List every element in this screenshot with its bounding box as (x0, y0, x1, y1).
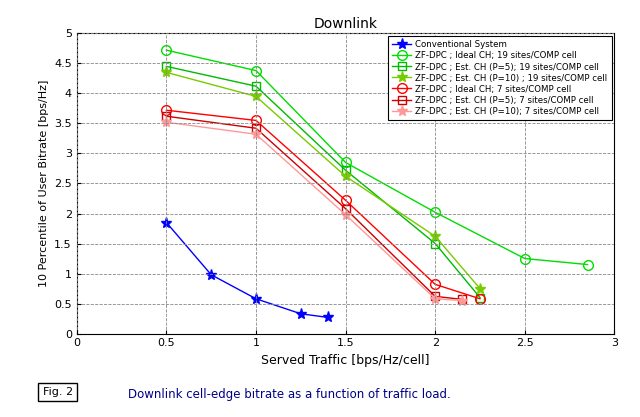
Line: ZF-DPC ; Est. CH (P=10); 7 sites/COMP cell: ZF-DPC ; Est. CH (P=10); 7 sites/COMP ce… (161, 117, 468, 306)
ZF-DPC ; Ideal CH; 19 sites/COMP cell (521, 256, 529, 261)
ZF-DPC ; Est. CH (P=10) ; 19 sites/COMP cell (163, 70, 170, 75)
Line: Conventional System: Conventional System (161, 217, 333, 323)
ZF-DPC ; Est. CH (P=10) ; 19 sites/COMP cell (476, 286, 484, 291)
ZF-DPC ; Ideal CH; 7 sites/COMP cell (252, 118, 260, 123)
ZF-DPC ; Ideal CH; 7 sites/COMP cell (342, 198, 349, 203)
ZF-DPC ; Est. CH (P=5); 19 sites/COMP cell (431, 241, 439, 246)
ZF-DPC ; Est. CH (P=5); 7 sites/COMP cell (458, 297, 466, 302)
ZF-DPC ; Est. CH (P=5); 7 sites/COMP cell (252, 126, 260, 131)
ZF-DPC ; Ideal CH; 19 sites/COMP cell (584, 262, 591, 267)
ZF-DPC ; Est. CH (P=10) ; 19 sites/COMP cell (431, 234, 439, 239)
Text: Fig. 2: Fig. 2 (42, 387, 73, 397)
Conventional System (252, 296, 260, 301)
ZF-DPC ; Est. CH (P=5); 7 sites/COMP cell (163, 114, 170, 119)
ZF-DPC ; Est. CH (P=5); 19 sites/COMP cell (252, 84, 260, 89)
ZF-DPC ; Est. CH (P=10) ; 19 sites/COMP cell (252, 94, 260, 99)
Conventional System (207, 272, 215, 277)
ZF-DPC ; Ideal CH; 19 sites/COMP cell (252, 68, 260, 73)
ZF-DPC ; Est. CH (P=5); 19 sites/COMP cell (476, 295, 484, 300)
ZF-DPC ; Est. CH (P=5); 7 sites/COMP cell (431, 294, 439, 299)
Conventional System (163, 220, 170, 225)
ZF-DPC ; Ideal CH; 19 sites/COMP cell (342, 160, 349, 165)
ZF-DPC ; Ideal CH; 7 sites/COMP cell (476, 296, 484, 301)
Line: ZF-DPC ; Ideal CH; 7 sites/COMP cell: ZF-DPC ; Ideal CH; 7 sites/COMP cell (161, 106, 485, 304)
X-axis label: Served Traffic [bps/Hz/cell]: Served Traffic [bps/Hz/cell] (261, 354, 430, 367)
ZF-DPC ; Ideal CH; 19 sites/COMP cell (431, 210, 439, 215)
ZF-DPC ; Est. CH (P=10); 7 sites/COMP cell (458, 298, 466, 303)
Line: ZF-DPC ; Est. CH (P=10) ; 19 sites/COMP cell: ZF-DPC ; Est. CH (P=10) ; 19 sites/COMP … (161, 67, 486, 294)
Line: ZF-DPC ; Est. CH (P=5); 19 sites/COMP cell: ZF-DPC ; Est. CH (P=5); 19 sites/COMP ce… (162, 62, 484, 302)
ZF-DPC ; Ideal CH; 19 sites/COMP cell (163, 48, 170, 53)
Text: Downlink cell-edge bitrate as a function of traffic load.: Downlink cell-edge bitrate as a function… (128, 387, 451, 401)
Y-axis label: 10 Percentile of User Bitrate [bps/Hz]: 10 Percentile of User Bitrate [bps/Hz] (38, 80, 49, 287)
Conventional System (324, 315, 332, 320)
ZF-DPC ; Est. CH (P=10); 7 sites/COMP cell (342, 212, 349, 217)
Legend: Conventional System, ZF-DPC ; Ideal CH; 19 sites/COMP cell, ZF-DPC ; Est. CH (P=: Conventional System, ZF-DPC ; Ideal CH; … (388, 36, 612, 121)
ZF-DPC ; Est. CH (P=10); 7 sites/COMP cell (431, 296, 439, 301)
ZF-DPC ; Est. CH (P=10); 7 sites/COMP cell (252, 132, 260, 137)
Conventional System (297, 311, 305, 316)
Title: Downlink: Downlink (314, 17, 378, 31)
ZF-DPC ; Est. CH (P=5); 19 sites/COMP cell (163, 64, 170, 69)
ZF-DPC ; Ideal CH; 7 sites/COMP cell (163, 108, 170, 113)
ZF-DPC ; Est. CH (P=10); 7 sites/COMP cell (163, 120, 170, 125)
Line: ZF-DPC ; Ideal CH; 19 sites/COMP cell: ZF-DPC ; Ideal CH; 19 sites/COMP cell (161, 45, 593, 269)
ZF-DPC ; Est. CH (P=5); 19 sites/COMP cell (342, 168, 349, 173)
ZF-DPC ; Ideal CH; 7 sites/COMP cell (431, 282, 439, 287)
Line: ZF-DPC ; Est. CH (P=5); 7 sites/COMP cell: ZF-DPC ; Est. CH (P=5); 7 sites/COMP cel… (162, 112, 467, 304)
ZF-DPC ; Est. CH (P=10) ; 19 sites/COMP cell (342, 174, 349, 179)
ZF-DPC ; Est. CH (P=5); 7 sites/COMP cell (342, 206, 349, 211)
